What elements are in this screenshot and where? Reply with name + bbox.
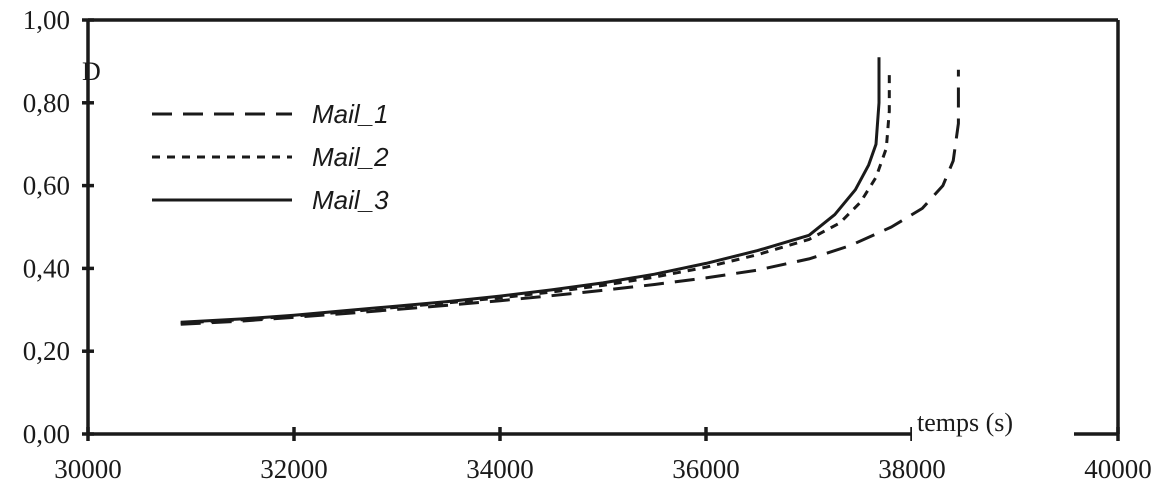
y-tick-label: 0,40 [23,253,70,283]
y-tick-label: 1,00 [23,5,70,35]
plot-frame [86,18,1120,436]
y-tick-label: 0,00 [23,419,70,449]
x-axis-title: temps (s) [917,408,1013,437]
y-tick-label: 0,20 [23,336,70,366]
series-line-mail-3 [180,57,881,324]
series-line-mail-2 [180,69,891,325]
series-line-mail-1 [180,69,960,326]
y-axis-ticks: 0,00 0,20 0,40 0,60 0,80 1,00 [23,5,94,449]
x-axis-title-background [912,404,1074,444]
series-group [180,57,960,326]
x-tick-label: 40000 [1084,454,1152,484]
x-axis-ticks: 30000 32000 34000 36000 38000 40000 [54,427,1152,484]
y-tick-label: 0,60 [23,171,70,201]
x-tick-label: 34000 [466,454,534,484]
x-tick-label: 32000 [260,454,328,484]
legend-label: Mail_3 [312,185,389,215]
legend-label: Mail_1 [312,99,389,129]
y-axis-title: D [82,57,101,86]
x-tick-label: 36000 [672,454,740,484]
legend-label: Mail_2 [312,142,389,172]
y-tick-label: 0,80 [23,88,70,118]
legend: Mail_1 Mail_2 Mail_3 [152,99,389,215]
x-tick-label: 30000 [54,454,122,484]
x-tick-label: 38000 [878,454,946,484]
